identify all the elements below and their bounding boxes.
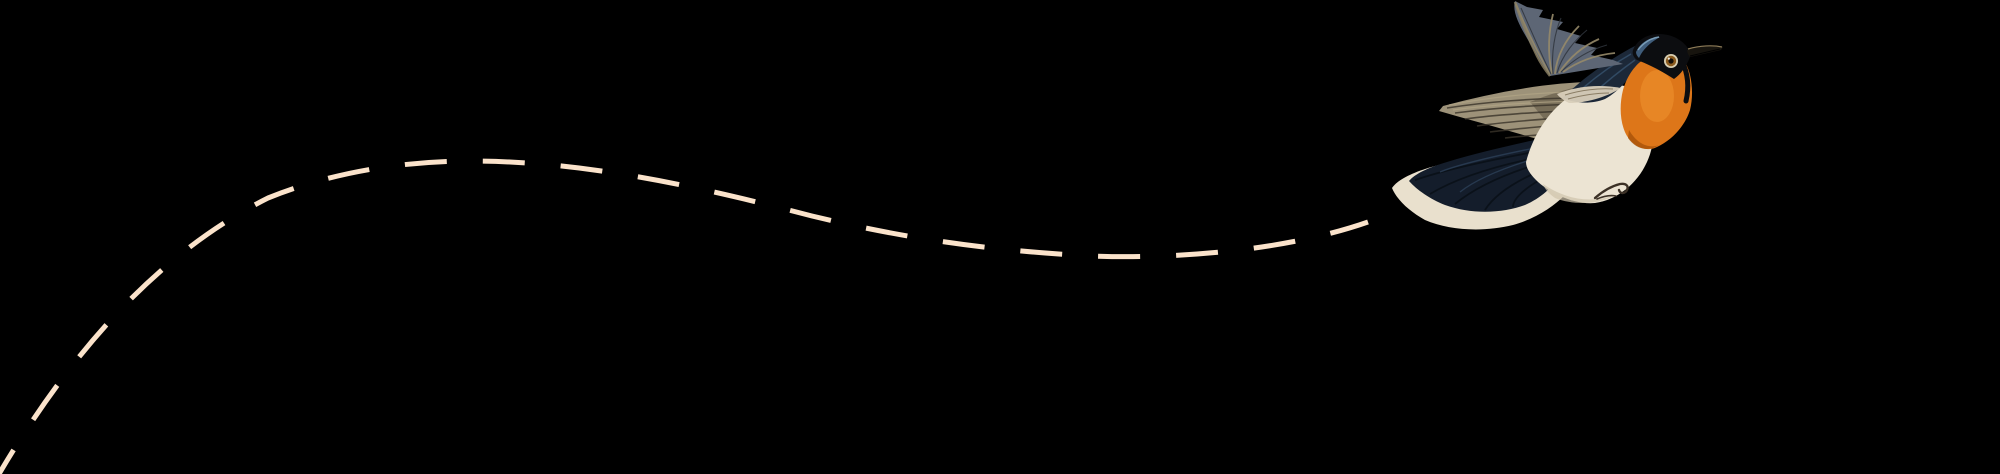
scapular-streaks — [1564, 88, 1614, 100]
bird-eye — [1664, 54, 1678, 68]
throat-orange-highlight — [1640, 70, 1674, 122]
crown-highlight-line — [1637, 36, 1660, 51]
throat-orange-shadow — [1628, 130, 1659, 149]
eye-pupil — [1668, 58, 1674, 64]
beak-mouth-line — [1689, 48, 1721, 57]
swallow-bird-illustration — [1392, 1, 1723, 230]
bird-scapulars — [1557, 86, 1621, 103]
beak-ridge-line — [1687, 45, 1723, 50]
bird-raised-wing — [1513, 1, 1623, 77]
dashed-flight-path-line — [0, 158, 1369, 474]
foot-toe — [1596, 194, 1617, 200]
raised-wing-dark-lines — [1520, 7, 1608, 75]
foot-curl — [1593, 182, 1629, 200]
belly-shadow — [1543, 184, 1615, 204]
bird-foot — [1593, 182, 1629, 200]
bird-beak — [1687, 45, 1723, 57]
eye-glint — [1667, 57, 1670, 60]
raised-wing-leading-edge — [1513, 1, 1551, 77]
bird-head — [1632, 34, 1690, 79]
